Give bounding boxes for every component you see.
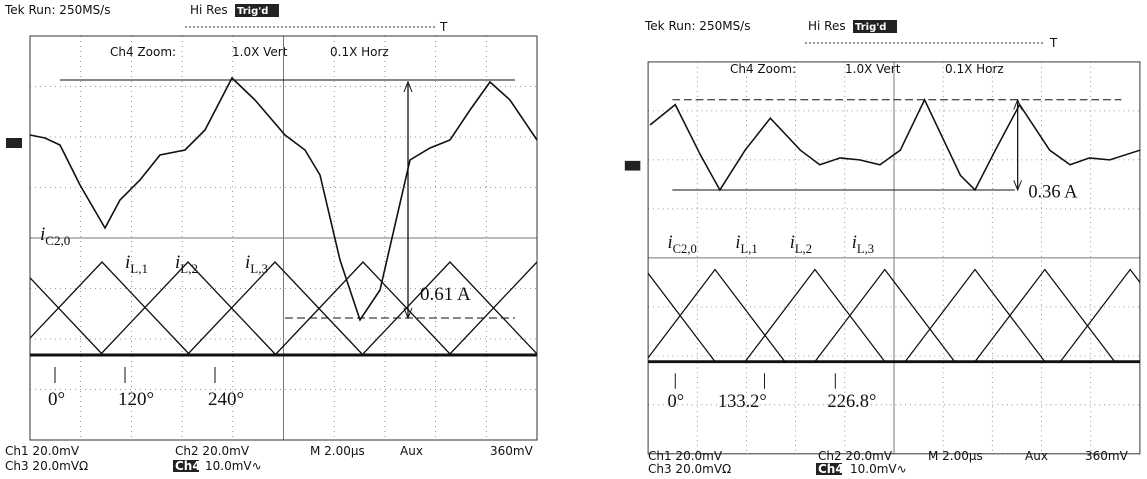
footer-ch1: Ch1 20.0mV — [648, 449, 723, 463]
zoom-horz: 0.1X Horz — [945, 62, 1004, 76]
zoom-label: Ch4 Zoom: — [730, 62, 796, 76]
header-trigger: Trig'd — [855, 22, 886, 33]
header-run: Tek Run: 250MS/s — [644, 19, 750, 33]
header-run: Tek Run: 250MS/s — [4, 3, 110, 17]
footer-level: 360mV — [490, 444, 534, 458]
zoom-vert: 1.0X Vert — [232, 45, 288, 59]
phase-angle: 0° — [668, 391, 685, 411]
current-subscript: L,1 — [741, 242, 758, 256]
header-mode: Hi Res — [190, 3, 228, 17]
current-subscript: L,2 — [180, 261, 198, 276]
footer-ch2: Ch2 20.0mV — [818, 449, 893, 463]
zoom-horz: 0.1X Horz — [330, 45, 389, 59]
zoom-vert: 1.0X Vert — [845, 62, 901, 76]
current-subscript: C2,0 — [45, 233, 70, 248]
phase-angle: 120° — [118, 389, 154, 410]
channel-marker — [625, 161, 641, 171]
header-trigger: Trig'd — [237, 6, 268, 17]
footer-level: 360mV — [1085, 449, 1129, 463]
current-subscript: L,3 — [857, 242, 874, 256]
current-subscript: L,2 — [795, 242, 812, 256]
trigger-marker: T — [439, 20, 448, 34]
scope-screen: 0.36 A iC2,0 iL,1 iL,2 iL,3 0° 133.2° 226.8° — [575, 62, 1147, 454]
footer-aux: Aux — [1025, 449, 1048, 463]
footer-aux: Aux — [400, 444, 423, 458]
amplitude-label: 0.61 A — [420, 284, 471, 305]
current-label: iL,1 — [125, 252, 148, 276]
scope-panel: Tek Run: 250MS/s Hi Res Trig'd T Ch4 Zoom: 1.… — [0, 3, 625, 473]
footer-timebase: M 2.00µs — [928, 449, 983, 463]
footer-ch1: Ch1 20.0mV — [5, 444, 80, 458]
phase-angle: 133.2° — [718, 391, 767, 411]
scope-figure: Tek Run: 250MS/s Hi Res Trig'd T Ch4 Zoom: 1.… — [0, 0, 1147, 479]
current-subscript: C2,0 — [673, 242, 697, 256]
channel-marker — [6, 138, 22, 148]
scope-screen: 0.61 A iC2,0 iL,1 iL,2 iL,3 0° 120° 240° — [0, 36, 625, 440]
footer-ch4: Ch4 — [175, 459, 201, 473]
current-label: iL,2 — [175, 252, 198, 276]
scope-panel: Tek Run: 250MS/s Hi Res Trig'd T Ch4 Zoom: 1.… — [575, 19, 1147, 476]
header-mode: Hi Res — [808, 19, 846, 33]
inductor-current-traces — [575, 270, 1147, 362]
footer-timebase: M 2.00µs — [310, 444, 365, 458]
current-label: iL,2 — [790, 232, 812, 256]
phase-angle: 226.8° — [828, 391, 877, 411]
current-subscript: L,1 — [130, 261, 148, 276]
footer-ch4: Ch4 — [818, 462, 844, 476]
phase-angle: 240° — [208, 389, 244, 410]
capacitor-current-trace — [650, 100, 1140, 190]
trigger-marker: T — [1049, 36, 1058, 50]
phase-angle: 0° — [48, 389, 65, 410]
amplitude-label: 0.36 A — [1028, 182, 1078, 202]
footer-ch3: Ch3 20.0mVΩ — [5, 459, 88, 473]
current-label: iC2,0 — [40, 224, 70, 248]
current-label: iC2,0 — [668, 232, 697, 256]
footer-ch4_scale: 10.0mV∿ — [205, 459, 262, 473]
current-label: iL,3 — [852, 232, 874, 256]
current-subscript: L,3 — [250, 261, 268, 276]
current-label: iL,1 — [735, 232, 757, 256]
footer-ch3: Ch3 20.0mVΩ — [648, 462, 731, 476]
footer-ch4_scale: 10.0mV∿ — [850, 462, 907, 476]
inductor-current-traces — [0, 262, 625, 355]
footer-ch2: Ch2 20.0mV — [175, 444, 250, 458]
current-label: iL,3 — [245, 252, 268, 276]
zoom-label: Ch4 Zoom: — [110, 45, 176, 59]
